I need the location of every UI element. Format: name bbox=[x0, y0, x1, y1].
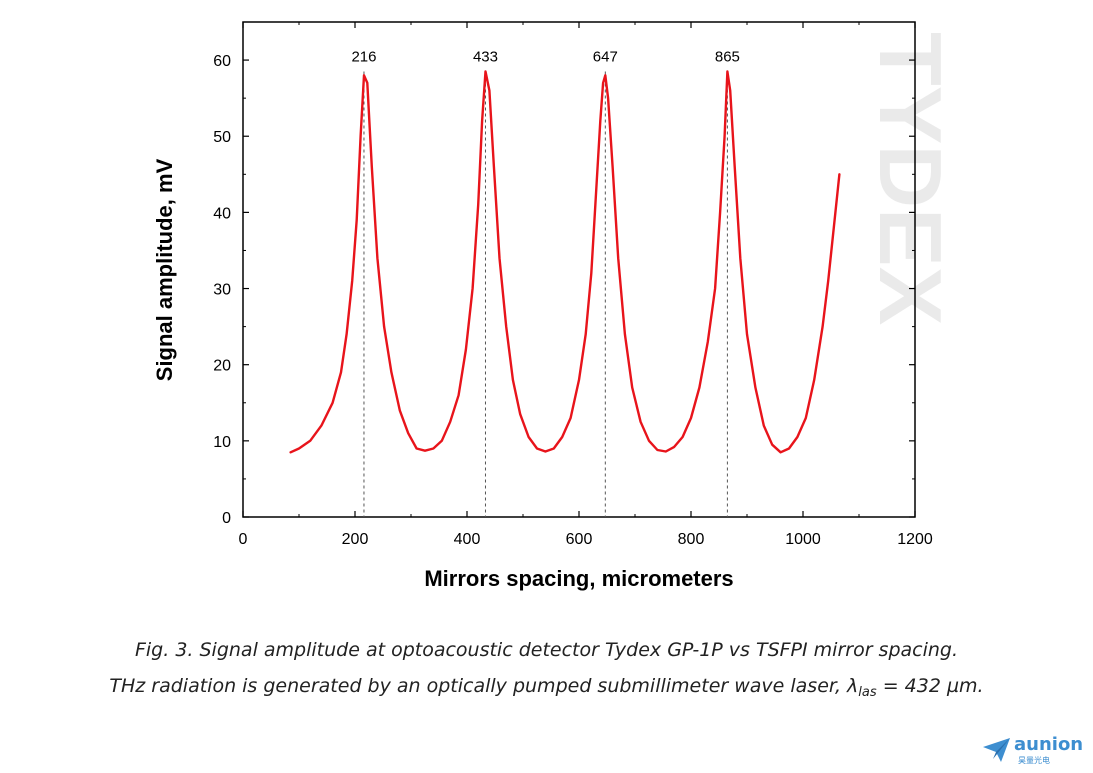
x-tick-label: 800 bbox=[678, 531, 705, 548]
y-tick-label: 0 bbox=[222, 510, 231, 527]
tydex-watermark: TYDEX bbox=[861, 32, 960, 325]
plot-frame bbox=[242, 21, 916, 518]
y-tick-label: 60 bbox=[213, 53, 231, 70]
caption-line-1: Fig. 3. Signal amplitude at optoacoustic… bbox=[134, 639, 959, 661]
x-tick-label: 1000 bbox=[785, 531, 821, 548]
y-tick-label: 20 bbox=[213, 358, 231, 375]
signal-line bbox=[289, 70, 841, 454]
peak-label: 433 bbox=[473, 49, 498, 66]
y-tick-label: 40 bbox=[213, 205, 231, 222]
x-axis-label: Mirrors spacing, micrometers bbox=[424, 566, 733, 591]
peak-lines bbox=[363, 71, 728, 517]
logo-name: aunion bbox=[1014, 734, 1084, 755]
paper-plane-icon bbox=[983, 738, 1010, 762]
caption-line-2-text: THz radiation is generated by an optical… bbox=[109, 675, 859, 697]
x-tick-label: 200 bbox=[342, 531, 369, 548]
peak-labels: 216 433 647 865 bbox=[351, 49, 739, 66]
x-tick-label: 400 bbox=[454, 531, 481, 548]
aunion-logo: aunion 昊量光电 bbox=[982, 734, 1086, 766]
peak-label: 865 bbox=[715, 49, 740, 66]
axis-ticks bbox=[242, 22, 916, 518]
x-tick-label: 600 bbox=[566, 531, 593, 548]
logo-subtitle: 昊量光电 bbox=[1018, 756, 1050, 765]
caption-line-2-end: = 432 µm. bbox=[876, 675, 984, 697]
peak-label: 216 bbox=[351, 49, 376, 66]
x-tick-labels: 0 200 400 600 800 1000 1200 bbox=[239, 531, 933, 548]
y-axis-label: Signal amplitude, mV bbox=[152, 158, 177, 381]
chart: TYDEX 0 200 400 600 800 1000 1200 0 10 20 30 40 50 6… bbox=[152, 21, 960, 591]
caption-subscript: las bbox=[858, 685, 877, 700]
x-tick-label: 0 bbox=[239, 531, 248, 548]
y-tick-label: 50 bbox=[213, 129, 231, 146]
figure-caption: Fig. 3. Signal amplitude at optoacoustic… bbox=[0, 632, 1093, 704]
y-tick-labels: 0 10 20 30 40 50 60 bbox=[213, 53, 231, 527]
caption-line-2: THz radiation is generated by an optical… bbox=[0, 668, 1093, 704]
peak-label: 647 bbox=[593, 49, 618, 66]
y-tick-label: 10 bbox=[213, 434, 231, 451]
x-tick-label: 1200 bbox=[897, 531, 933, 548]
y-tick-label: 30 bbox=[213, 282, 231, 299]
watermark-text: TYDEX bbox=[861, 32, 960, 325]
